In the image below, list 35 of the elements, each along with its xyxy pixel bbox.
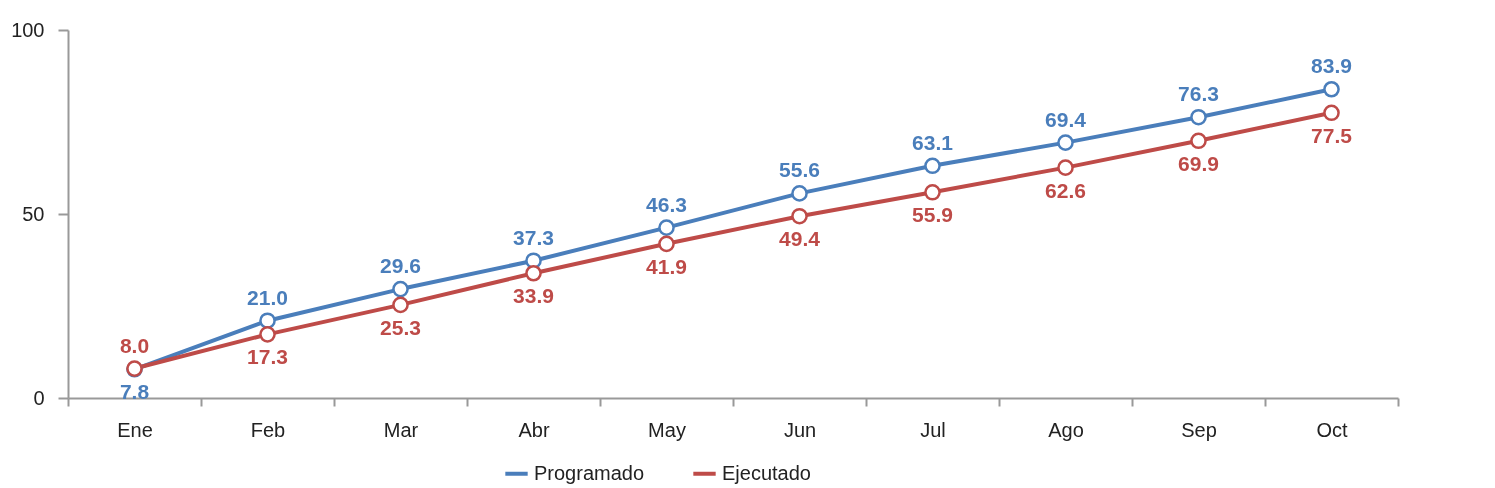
- x-tick-label: Abr: [518, 418, 550, 441]
- data-label: 37.3: [513, 225, 554, 249]
- legend-label: Programado: [534, 461, 645, 484]
- x-tick-label: Jun: [783, 418, 817, 441]
- data-label: 77.5: [1311, 123, 1353, 147]
- data-label: 69.4: [1045, 107, 1087, 131]
- data-label: 25.3: [380, 315, 421, 339]
- x-tick-label: Mar: [383, 418, 419, 441]
- data-label: 69.9: [1178, 151, 1219, 175]
- data-label: 29.6: [380, 254, 421, 278]
- data-label: 63.1: [912, 130, 954, 154]
- x-tick-label: May: [648, 418, 686, 441]
- x-tick-label: Oct: [1316, 418, 1348, 441]
- x-tick-label: Ene: [117, 418, 153, 441]
- x-tick-label: Jul: [920, 418, 946, 441]
- data-label: 76.3: [1178, 82, 1219, 106]
- data-label: 83.9: [1311, 54, 1352, 78]
- data-label: 8.0: [119, 333, 150, 357]
- data-label: 55.9: [912, 203, 953, 227]
- legend-label: Ejecutado: [722, 461, 811, 484]
- data-label: 21.0: [247, 285, 288, 309]
- data-label: 49.4: [779, 227, 821, 251]
- y-tick-label: 100: [11, 18, 45, 41]
- data-label: 41.9: [646, 254, 687, 278]
- y-tick-label: 50: [22, 202, 45, 225]
- data-label: 17.3: [247, 345, 288, 369]
- y-tick-label: 0: [33, 386, 45, 409]
- x-tick-label: Sep: [1181, 418, 1217, 441]
- x-tick-label: Ago: [1048, 418, 1084, 441]
- data-label: 55.6: [779, 158, 820, 182]
- data-label: 46.3: [646, 192, 687, 216]
- data-label: 62.6: [1045, 178, 1086, 202]
- x-tick-label: Feb: [250, 418, 286, 441]
- data-label: 7.8: [119, 380, 150, 404]
- data-label: 33.9: [513, 284, 554, 308]
